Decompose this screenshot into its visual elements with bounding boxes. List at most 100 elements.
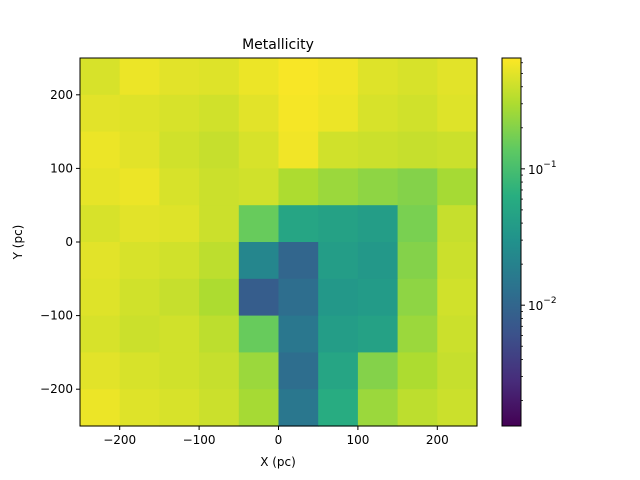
heatmap-cell	[278, 315, 319, 353]
heatmap-cell	[278, 242, 319, 280]
heatmap-cell	[80, 131, 121, 169]
heatmap-cell	[80, 242, 121, 280]
heatmap-cell	[238, 315, 280, 353]
y-axis-label: Y (pc)	[11, 225, 25, 261]
y-tick-label: 200	[50, 88, 73, 102]
heatmap-cell	[80, 278, 121, 317]
heatmap-cell	[119, 131, 160, 169]
heatmap-cell	[437, 278, 478, 317]
heatmap-cell	[357, 352, 399, 390]
colorbar-tick-label: 10−2	[528, 296, 557, 313]
x-axis-label: X (pc)	[260, 455, 296, 469]
heatmap-cell	[199, 352, 240, 390]
heatmap-cell	[318, 205, 359, 243]
heatmap-cell	[437, 58, 478, 96]
heatmap-cell	[119, 205, 160, 243]
heatmap-cell	[357, 131, 399, 169]
heatmap-cell	[318, 168, 359, 206]
heatmap-cell	[397, 168, 438, 206]
heatmap-cell	[159, 94, 200, 133]
heatmap-cell	[357, 168, 399, 206]
heatmap-cell	[437, 352, 478, 390]
heatmap-cell	[318, 94, 359, 133]
colorbar-ticks: 10−210−1	[521, 62, 557, 401]
heatmap-cell	[397, 278, 438, 317]
heatmap-cell	[119, 58, 160, 96]
heatmap-cell	[199, 168, 240, 206]
heatmap-cell	[318, 58, 359, 96]
heatmap-cell	[238, 205, 280, 243]
heatmap-cell	[318, 389, 359, 427]
heatmap-cell	[397, 58, 438, 96]
heatmap-cell	[199, 389, 240, 427]
x-tick-label: −200	[103, 433, 136, 447]
heatmap-cell	[278, 94, 319, 133]
heatmap-cell	[119, 242, 160, 280]
heatmap-cell	[357, 278, 399, 317]
heatmap-cell	[318, 278, 359, 317]
colorbar-tick-base: 10	[528, 299, 543, 313]
heatmap-cell	[159, 205, 200, 243]
heatmap-cell	[159, 242, 200, 280]
heatmap-cell	[80, 168, 121, 206]
heatmap-cell	[397, 315, 438, 353]
heatmap-cell	[397, 242, 438, 280]
heatmap-cell	[119, 352, 160, 390]
heatmap-cell	[437, 205, 478, 243]
heatmap-cell	[199, 58, 240, 96]
x-axis-ticks: −200 −100 0 100 200	[103, 426, 449, 447]
heatmap-cell	[318, 352, 359, 390]
heatmap-cell	[80, 315, 121, 353]
heatmap-cell	[357, 58, 399, 96]
heatmap-cell	[278, 352, 319, 390]
heatmap-cell	[437, 168, 478, 206]
y-tick-label: −200	[40, 382, 73, 396]
heatmap-cell	[159, 131, 200, 169]
heatmap-cell	[238, 352, 280, 390]
heatmap-cell	[397, 352, 438, 390]
colorbar-tick-exponent: −1	[543, 160, 556, 170]
y-tick-label: −100	[40, 309, 73, 323]
heatmap-cell	[159, 389, 200, 427]
heatmap-cell	[278, 278, 319, 317]
heatmap-cell	[80, 352, 121, 390]
heatmap-cell	[278, 131, 319, 169]
y-tick-label: 0	[65, 235, 73, 249]
heatmap-cells	[80, 58, 478, 427]
heatmap-cell	[80, 94, 121, 133]
heatmap-cell	[278, 58, 319, 96]
heatmap-cell	[238, 58, 280, 96]
heatmap-cell	[437, 131, 478, 169]
heatmap-cell	[238, 94, 280, 133]
heatmap-cell	[357, 205, 399, 243]
heatmap-cell	[318, 315, 359, 353]
heatmap-cell	[357, 242, 399, 280]
heatmap-cell	[437, 242, 478, 280]
x-tick-label: −100	[183, 433, 216, 447]
heatmap-cell	[80, 205, 121, 243]
heatmap-cell	[238, 389, 280, 427]
heatmap-cell	[199, 205, 240, 243]
heatmap-cell	[199, 242, 240, 280]
chart-title: Metallicity	[242, 37, 314, 53]
heatmap-cell	[238, 242, 280, 280]
heatmap-cell	[119, 389, 160, 427]
heatmap-cell	[357, 389, 399, 427]
colorbar	[501, 57, 522, 427]
heatmap-cell	[159, 58, 200, 96]
colorbar-tick-base: 10	[528, 163, 543, 177]
heatmap-cell	[278, 389, 319, 427]
heatmap-cell	[357, 315, 399, 353]
heatmap-cell	[119, 94, 160, 133]
heatmap-cell	[238, 278, 280, 317]
x-tick-label: 100	[346, 433, 369, 447]
heatmap-cell	[119, 315, 160, 353]
y-axis-ticks: −200 −100 0 100 200	[40, 88, 80, 396]
heatmap-cell	[437, 94, 478, 133]
heatmap-cell	[238, 131, 280, 169]
heatmap-cell	[397, 94, 438, 133]
heatmap-cell	[238, 168, 280, 206]
heatmap-cell	[278, 168, 319, 206]
heatmap-cell	[397, 389, 438, 427]
